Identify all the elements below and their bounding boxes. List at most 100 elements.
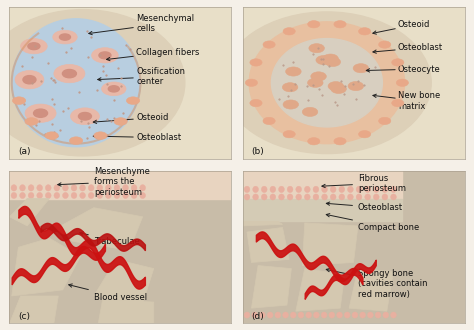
Ellipse shape	[28, 192, 34, 199]
Ellipse shape	[353, 64, 369, 73]
Text: Collagen fibers: Collagen fibers	[107, 48, 200, 61]
Ellipse shape	[244, 186, 250, 193]
Ellipse shape	[337, 312, 342, 318]
Ellipse shape	[15, 71, 44, 89]
Ellipse shape	[358, 28, 371, 35]
Ellipse shape	[382, 186, 388, 193]
Ellipse shape	[101, 82, 126, 96]
Ellipse shape	[97, 192, 103, 199]
Ellipse shape	[46, 185, 51, 191]
Text: Osteoid: Osteoid	[93, 113, 168, 123]
Ellipse shape	[253, 186, 258, 193]
Text: (d): (d)	[251, 312, 264, 321]
Text: Mesenchyme
forms the
periosteum: Mesenchyme forms the periosteum	[58, 167, 150, 197]
Ellipse shape	[330, 194, 336, 200]
Text: Osteoid: Osteoid	[373, 20, 430, 34]
Ellipse shape	[379, 117, 391, 125]
Ellipse shape	[329, 312, 335, 318]
Ellipse shape	[392, 59, 404, 66]
Bar	[9, 171, 231, 199]
Ellipse shape	[63, 185, 68, 191]
Ellipse shape	[379, 41, 391, 48]
Ellipse shape	[308, 20, 320, 28]
Ellipse shape	[352, 312, 358, 318]
Ellipse shape	[283, 28, 295, 35]
Ellipse shape	[97, 185, 103, 191]
Ellipse shape	[54, 64, 85, 83]
Polygon shape	[251, 266, 292, 308]
Ellipse shape	[12, 97, 26, 105]
Ellipse shape	[80, 185, 85, 191]
Ellipse shape	[123, 185, 128, 191]
Text: Spongy bone
(cavities contain
red marrow): Spongy bone (cavities contain red marrow…	[326, 269, 428, 299]
Ellipse shape	[375, 312, 381, 318]
Ellipse shape	[365, 194, 371, 200]
Ellipse shape	[114, 185, 120, 191]
Ellipse shape	[358, 131, 371, 138]
Ellipse shape	[59, 34, 71, 40]
Ellipse shape	[304, 186, 310, 193]
Ellipse shape	[250, 59, 262, 66]
Ellipse shape	[140, 192, 146, 199]
Ellipse shape	[127, 97, 140, 105]
Ellipse shape	[252, 312, 257, 318]
Ellipse shape	[131, 192, 137, 199]
Ellipse shape	[105, 185, 111, 191]
Ellipse shape	[71, 192, 77, 199]
Polygon shape	[12, 238, 81, 296]
Text: Osteoblast: Osteoblast	[93, 133, 181, 142]
Ellipse shape	[246, 79, 257, 86]
Ellipse shape	[19, 185, 26, 191]
Ellipse shape	[296, 186, 301, 193]
Ellipse shape	[270, 186, 276, 193]
Ellipse shape	[347, 186, 353, 193]
Ellipse shape	[79, 113, 91, 120]
Ellipse shape	[114, 118, 127, 125]
Text: Osteoblast: Osteoblast	[326, 202, 403, 212]
Ellipse shape	[63, 70, 76, 78]
Text: (c): (c)	[18, 312, 30, 321]
Ellipse shape	[260, 312, 265, 318]
Ellipse shape	[339, 186, 345, 193]
Ellipse shape	[283, 312, 288, 318]
Polygon shape	[302, 223, 358, 266]
Ellipse shape	[365, 186, 371, 193]
Ellipse shape	[123, 192, 128, 199]
Ellipse shape	[88, 185, 94, 191]
Ellipse shape	[267, 312, 273, 318]
Ellipse shape	[287, 194, 293, 200]
Ellipse shape	[25, 104, 56, 122]
Ellipse shape	[12, 19, 140, 147]
Ellipse shape	[11, 192, 17, 199]
Text: Mesenchymal
cells: Mesenchymal cells	[89, 14, 194, 35]
Ellipse shape	[325, 57, 341, 67]
Ellipse shape	[313, 186, 319, 193]
Ellipse shape	[382, 194, 388, 200]
Ellipse shape	[344, 312, 350, 318]
Text: Fibrous
periosteum: Fibrous periosteum	[322, 174, 406, 193]
Ellipse shape	[0, 10, 185, 156]
Ellipse shape	[328, 82, 344, 91]
Polygon shape	[98, 299, 154, 323]
Polygon shape	[247, 227, 289, 262]
Ellipse shape	[296, 194, 301, 200]
Ellipse shape	[391, 186, 396, 193]
Ellipse shape	[80, 192, 85, 199]
Ellipse shape	[334, 138, 346, 145]
Ellipse shape	[356, 194, 362, 200]
Ellipse shape	[313, 312, 319, 318]
Ellipse shape	[283, 83, 298, 92]
Ellipse shape	[360, 312, 365, 318]
Ellipse shape	[291, 312, 296, 318]
Ellipse shape	[34, 109, 47, 117]
Ellipse shape	[279, 186, 284, 193]
Ellipse shape	[69, 137, 83, 145]
Ellipse shape	[250, 99, 262, 107]
Ellipse shape	[37, 185, 43, 191]
Ellipse shape	[11, 185, 17, 191]
Ellipse shape	[304, 194, 310, 200]
Text: Compact bone: Compact bone	[326, 214, 419, 232]
Ellipse shape	[392, 99, 404, 107]
Ellipse shape	[356, 186, 362, 193]
Ellipse shape	[283, 131, 295, 138]
